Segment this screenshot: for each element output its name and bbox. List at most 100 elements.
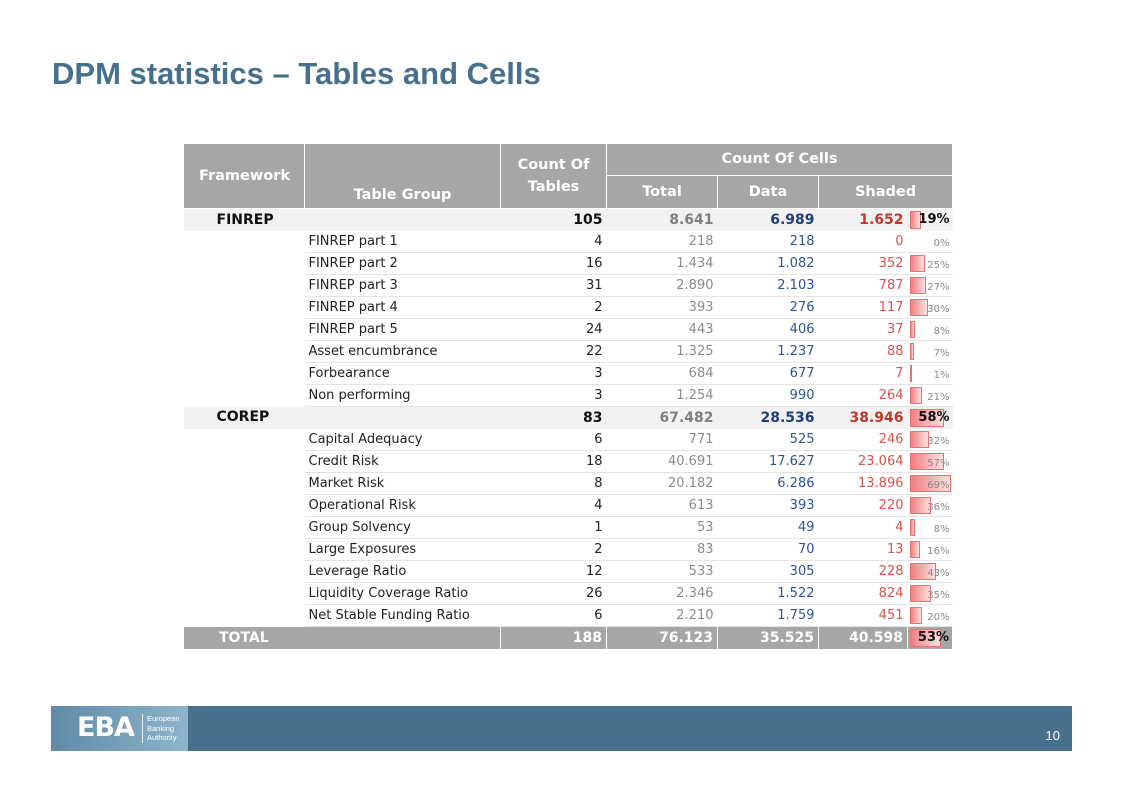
shaded-percent-label: 69% <box>927 480 950 491</box>
cells-total: 684 <box>606 362 718 385</box>
shaded-percent: 8% <box>907 318 953 341</box>
count-of-tables: 12 <box>500 560 607 583</box>
shaded-percent-bar <box>909 563 936 580</box>
group-name-empty <box>304 208 501 231</box>
eba-logo-text: European Banking Authority <box>147 714 180 743</box>
cells-total: 443 <box>606 318 718 341</box>
cells-data: 677 <box>717 362 819 385</box>
shaded-percent: 43% <box>907 560 953 583</box>
table-group-name: FINREP part 5 <box>304 318 501 341</box>
cells-total: 533 <box>606 560 718 583</box>
framework-empty <box>184 583 305 605</box>
shaded-percent-label: 53% <box>917 630 950 645</box>
framework-empty <box>184 495 305 517</box>
shaded-percent: 16% <box>907 538 953 561</box>
total-label: TOTAL <box>183 626 501 650</box>
cells-total: 393 <box>606 296 718 319</box>
table-row: FINREP part 1 4 218 218 0 0% <box>184 231 953 253</box>
table-row: Leverage Ratio 12 533 305 228 43% <box>184 560 953 583</box>
table-row: FINREP part 3 31 2.890 2.103 787 27% <box>184 274 953 297</box>
table-row: Large Exposures 2 83 70 13 16% <box>184 538 953 561</box>
shaded-percent-label: 8% <box>933 524 950 535</box>
shaded-percent-bar <box>909 453 944 470</box>
page-title-rest: – Tables and Cells <box>263 56 541 91</box>
shaded-percent: 58% <box>907 406 953 429</box>
shaded-percent-label: 30% <box>927 304 950 315</box>
shaded-percent-label: 1% <box>933 370 950 381</box>
shaded-percent-bar <box>909 475 951 492</box>
framework-empty <box>184 297 305 319</box>
framework-row: COREP 83 67.482 28.536 38.946 58% <box>183 406 953 429</box>
cells-total: 1.325 <box>606 340 718 363</box>
count-of-tables: 16 <box>500 252 607 275</box>
cells-shaded: 4 <box>818 516 908 539</box>
header-framework: Framework <box>183 143 305 209</box>
table-row: Group Solvency 1 53 49 4 8% <box>184 516 953 539</box>
count-of-tables: 4 <box>500 231 607 253</box>
cells-total: 771 <box>606 429 718 451</box>
framework-empty <box>184 385 305 407</box>
shaded-percent-bar <box>909 343 914 360</box>
shaded-percent: 19% <box>907 208 953 231</box>
dpm-statistics-table: Framework Table Group Count Of Tables Co… <box>183 143 954 650</box>
framework-empty <box>184 451 305 473</box>
table-row: FINREP part 4 2 393 276 117 30% <box>184 296 953 319</box>
shaded-percent-bar <box>909 211 921 229</box>
cells-total: 40.691 <box>606 450 718 473</box>
table-group-name: Asset encumbrance <box>304 340 501 363</box>
cells-shaded: 1.652 <box>818 208 908 231</box>
cells-shaded: 13.896 <box>818 472 908 495</box>
header-total: Total <box>606 175 718 209</box>
framework-empty <box>184 341 305 363</box>
count-of-tables: 24 <box>500 318 607 341</box>
count-of-tables: 3 <box>500 384 607 407</box>
table-group-name: Net Stable Funding Ratio <box>304 604 501 627</box>
cells-shaded: 0 <box>818 231 908 253</box>
cells-shaded: 7 <box>818 362 908 385</box>
count-of-tables: 8 <box>500 472 607 495</box>
cells-total: 2.210 <box>606 604 718 627</box>
count-of-tables: 22 <box>500 340 607 363</box>
framework-empty <box>184 253 305 275</box>
count-of-tables: 2 <box>500 538 607 561</box>
shaded-percent-label: 16% <box>927 546 950 557</box>
framework-empty <box>184 473 305 495</box>
total-cells-data: 35.525 <box>717 626 819 650</box>
table-group-name: Liquidity Coverage Ratio <box>304 582 501 605</box>
cells-data: 17.627 <box>717 450 819 473</box>
cells-data: 1.522 <box>717 582 819 605</box>
cells-shaded: 23.064 <box>818 450 908 473</box>
table-row: Credit Risk 18 40.691 17.627 23.064 57% <box>184 450 953 473</box>
count-of-tables: 18 <box>500 450 607 473</box>
table-group-name: Operational Risk <box>304 494 501 517</box>
count-of-tables: 31 <box>500 274 607 297</box>
group-name-empty <box>304 406 501 429</box>
framework-name: FINREP <box>183 208 305 231</box>
table-row: Forbearance 3 684 677 7 1% <box>184 362 953 385</box>
cells-total: 83 <box>606 538 718 561</box>
cells-total: 218 <box>606 231 718 253</box>
shaded-percent-bar <box>909 321 915 338</box>
cells-data: 393 <box>717 494 819 517</box>
framework-empty <box>184 605 305 627</box>
table-row: FINREP part 5 24 443 406 37 8% <box>184 318 953 341</box>
count-of-tables: 1 <box>500 516 607 539</box>
cells-total: 1.434 <box>606 252 718 275</box>
table-group-name: Group Solvency <box>304 516 501 539</box>
framework-empty <box>184 363 305 385</box>
shaded-percent-label: 43% <box>927 568 950 579</box>
cells-total: 67.482 <box>606 406 718 429</box>
table-row: Asset encumbrance 22 1.325 1.237 88 7% <box>184 340 953 363</box>
shaded-percent-bar <box>909 431 929 448</box>
cells-total: 2.346 <box>606 582 718 605</box>
shaded-percent-bar <box>909 519 915 536</box>
cells-shaded: 787 <box>818 274 908 297</box>
shaded-percent-label: 7% <box>933 348 950 359</box>
shaded-percent-bar <box>910 629 941 647</box>
shaded-percent-label: 27% <box>927 282 950 293</box>
shaded-percent-bar <box>909 409 944 427</box>
count-of-tables: 26 <box>500 582 607 605</box>
cells-shaded: 451 <box>818 604 908 627</box>
table-group-name: Leverage Ratio <box>304 560 501 583</box>
table-group-name: FINREP part 1 <box>304 231 501 253</box>
